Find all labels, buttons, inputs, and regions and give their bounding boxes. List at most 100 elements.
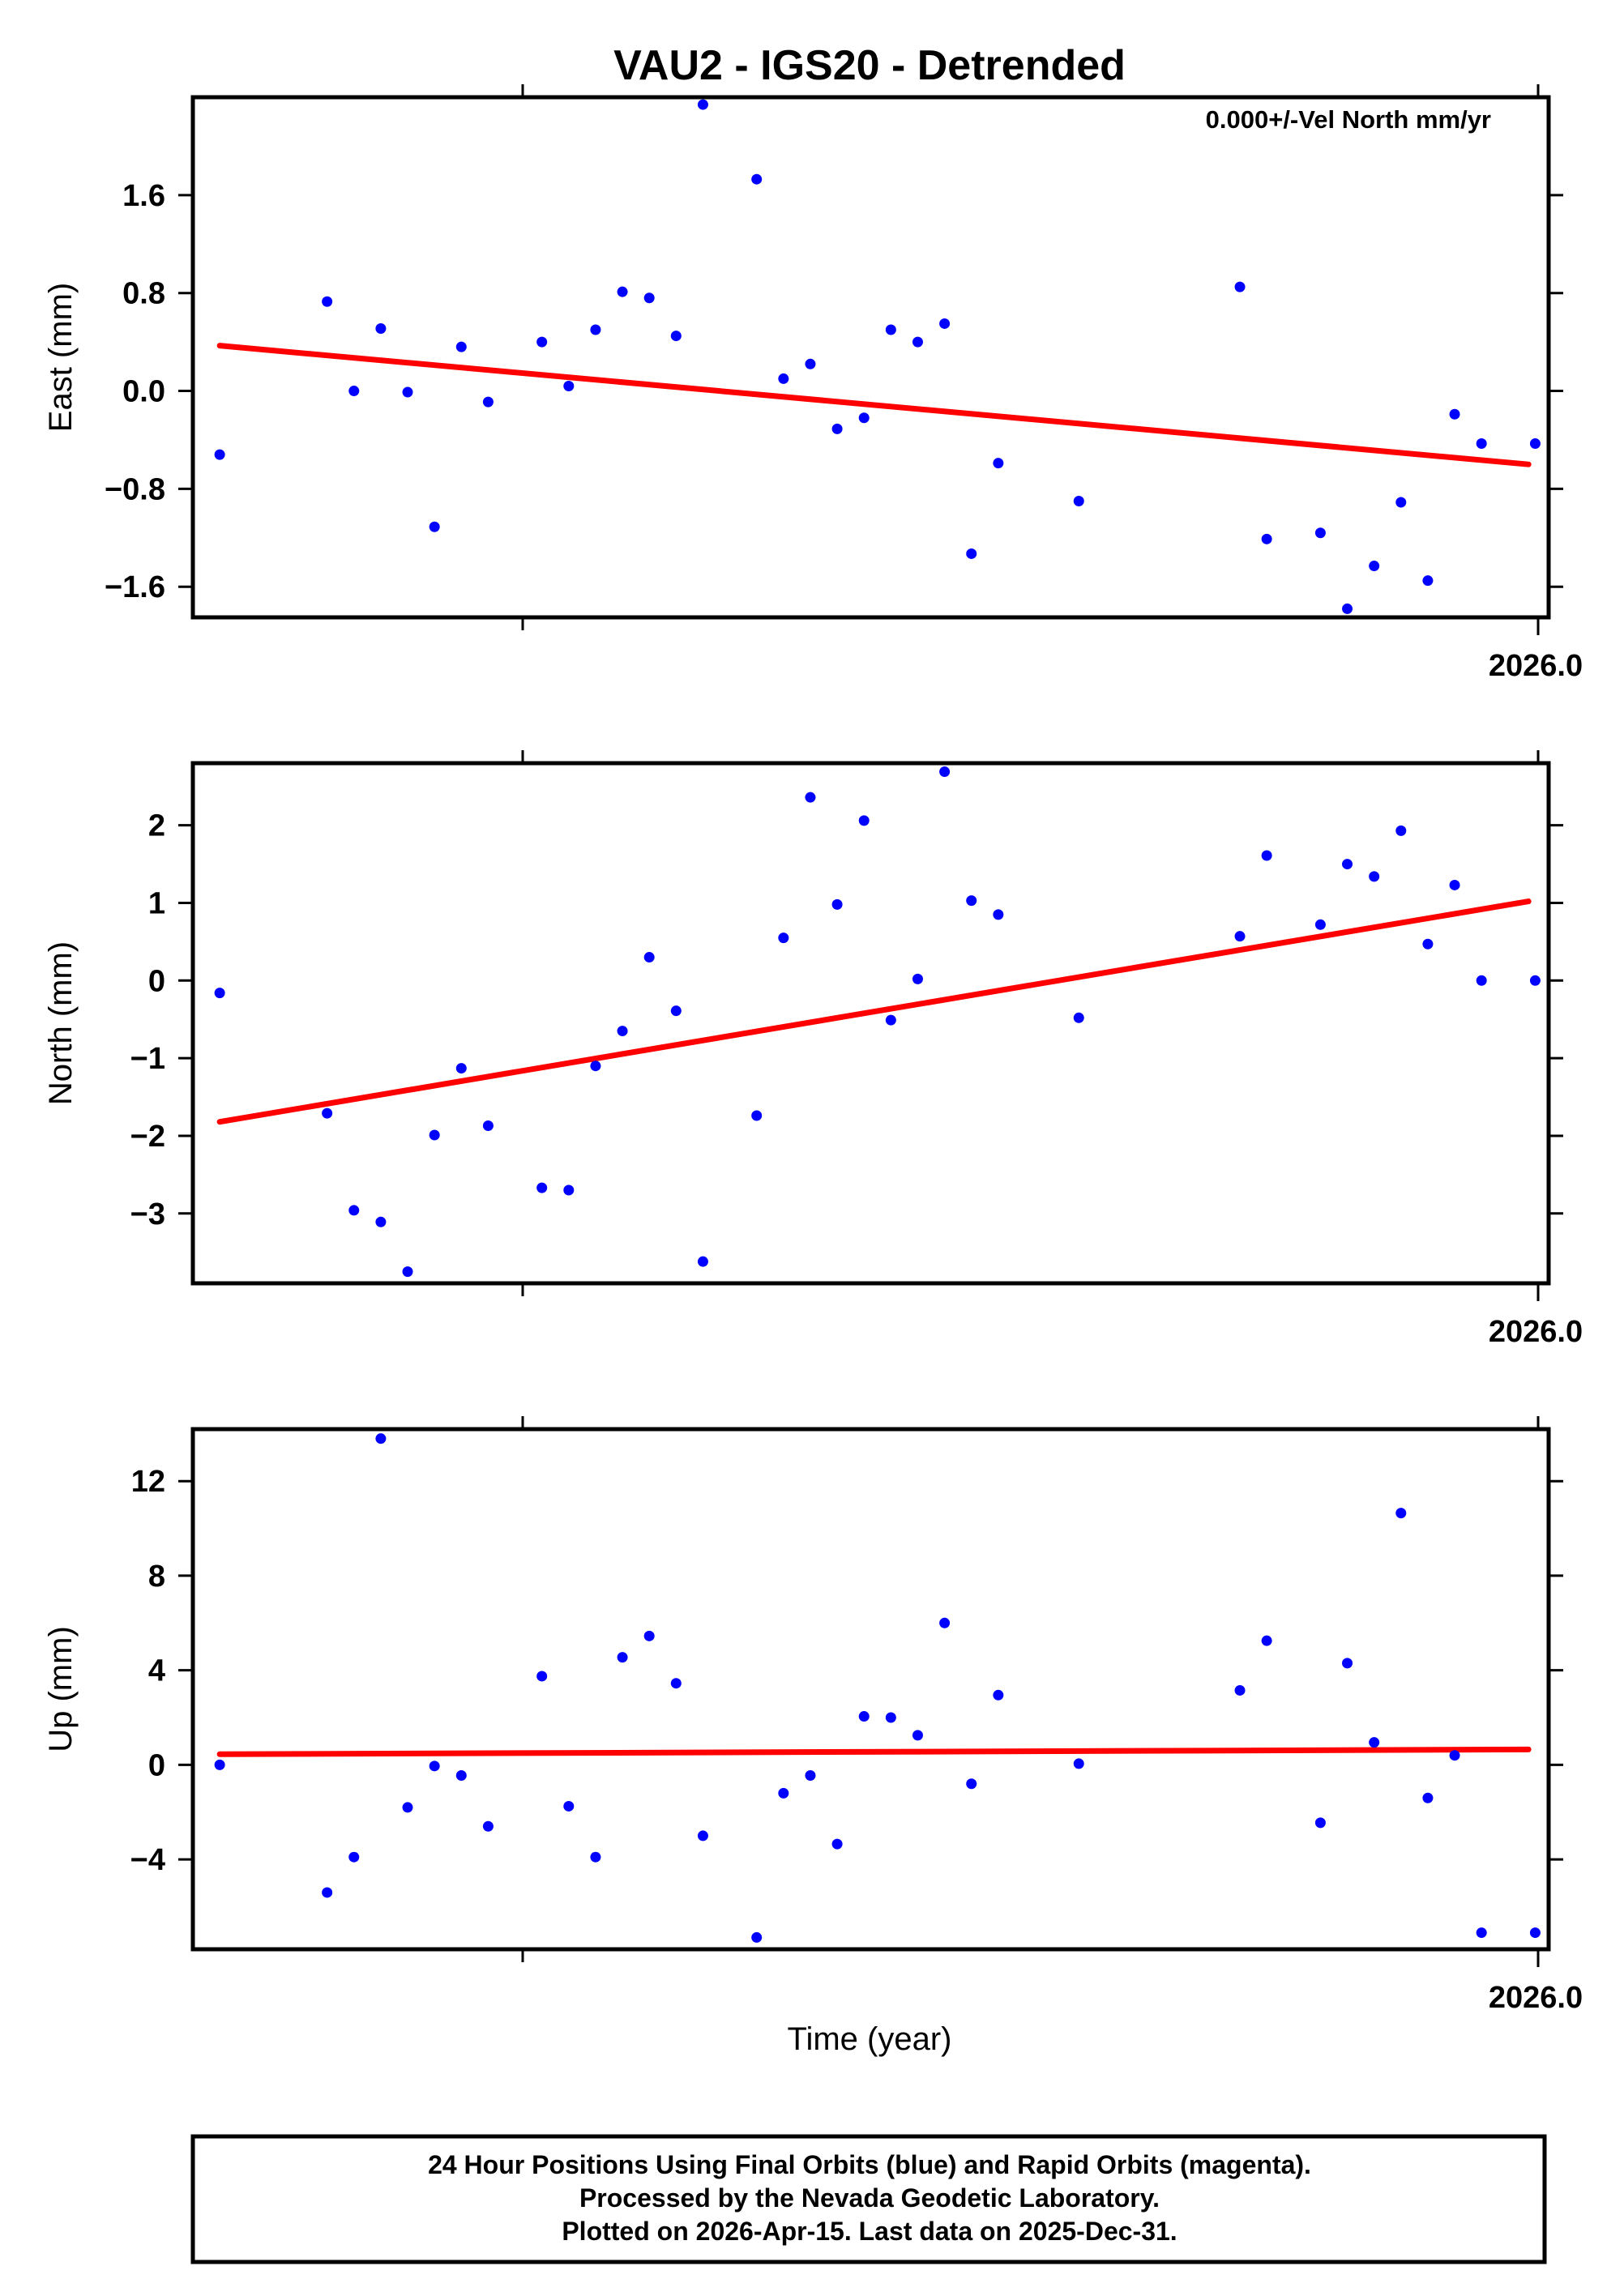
up-data-point — [805, 1770, 816, 1782]
up-data-point — [1476, 1927, 1487, 1939]
east-data-point — [1314, 527, 1326, 539]
north-data-point — [1261, 850, 1272, 861]
footer-line-3: Plotted on 2026-Apr-15. Last data on 202… — [562, 2217, 1177, 2246]
north-data-point — [1314, 919, 1326, 930]
east-data-point — [348, 386, 360, 397]
footer-line-2: Processed by the Nevada Geodetic Laborat… — [579, 2183, 1160, 2213]
north-data-point — [643, 952, 655, 963]
up-data-point — [375, 1433, 387, 1445]
up-data-point — [1234, 1684, 1246, 1696]
north-data-point — [348, 1205, 360, 1216]
east-year-label: 2026.0 — [1489, 649, 1583, 683]
north-data-point — [939, 766, 951, 778]
up-frame — [190, 1427, 1551, 1952]
x-axis-label: Time (year) — [788, 2021, 952, 2057]
north-data-point — [966, 895, 977, 907]
east-data-point — [1449, 408, 1460, 420]
north-data-point — [858, 815, 870, 826]
east-data-point — [858, 412, 870, 424]
east-data-point — [322, 296, 333, 307]
north-data-point — [1342, 859, 1353, 870]
east-data-point — [831, 423, 843, 434]
up-data-point — [912, 1730, 923, 1741]
east-data-point — [1395, 497, 1407, 508]
north-data-point — [375, 1216, 387, 1227]
north-data-point — [778, 932, 789, 944]
north-frame — [190, 761, 1551, 1286]
east-data-point — [805, 358, 816, 369]
north-data-point — [912, 973, 923, 984]
east-data-point — [1529, 437, 1541, 449]
up-data-point — [402, 1802, 413, 1813]
up-year-label: 2026.0 — [1489, 1981, 1583, 2015]
east-data-point — [697, 99, 708, 110]
north-data-point — [805, 792, 816, 803]
north-data-point — [1369, 871, 1380, 882]
north-ytick-label: 1 — [148, 886, 165, 920]
east-data-point — [1234, 281, 1246, 292]
up-data-point — [482, 1820, 494, 1832]
north-data-point — [1234, 931, 1246, 942]
up-data-point — [1073, 1758, 1084, 1769]
up-data-point — [751, 1931, 763, 1943]
east-data-point — [1073, 495, 1084, 506]
up-ytick-label: 0 — [148, 1748, 165, 1782]
up-data-point — [1314, 1817, 1326, 1829]
north-ytick-label: 2 — [148, 809, 165, 843]
north-trend-line — [216, 898, 1532, 1125]
east-ytick-label: −0.8 — [105, 472, 165, 506]
north-data-point — [482, 1120, 494, 1131]
up-data-point — [885, 1712, 896, 1723]
north-panel: 2 1 0 −1 −2 −3 2026.0 North (mm) — [43, 750, 1583, 1349]
north-data-point — [214, 988, 225, 999]
north-data-point — [1422, 938, 1434, 950]
east-data-point — [993, 458, 1004, 469]
east-ytick-label: 1.6 — [122, 179, 165, 213]
footer-line-1: 24 Hour Positions Using Final Orbits (bl… — [428, 2150, 1311, 2179]
up-data-point — [590, 1851, 601, 1863]
east-data-point — [778, 373, 789, 384]
up-data-point — [831, 1838, 843, 1850]
east-data-point — [455, 341, 467, 352]
north-data-point — [402, 1266, 413, 1278]
up-data-point — [536, 1671, 548, 1682]
north-data-point — [1529, 975, 1541, 986]
east-ytick-label: 0.8 — [122, 277, 165, 311]
up-ytick-label: 4 — [148, 1654, 165, 1688]
up-data-point — [1529, 1927, 1541, 1939]
up-data-point — [1342, 1658, 1353, 1669]
east-trend-line — [216, 343, 1532, 467]
up-ytick-label: −4 — [130, 1843, 165, 1877]
up-data-point — [697, 1830, 708, 1841]
east-ytick-label: 0.0 — [122, 375, 165, 409]
east-data-point — [966, 548, 977, 559]
up-data-point — [455, 1770, 467, 1782]
north-data-point — [670, 1005, 682, 1017]
east-data-point — [670, 331, 682, 342]
up-data-point — [214, 1759, 225, 1770]
north-data-point — [697, 1256, 708, 1267]
up-data-point — [617, 1652, 628, 1663]
north-data-point — [1395, 825, 1407, 836]
up-data-point — [1369, 1737, 1380, 1748]
north-ytick-label: 0 — [148, 964, 165, 998]
east-data-point — [1422, 575, 1434, 587]
north-data-point — [751, 1110, 763, 1121]
up-data-point — [563, 1800, 575, 1812]
east-data-point — [885, 324, 896, 335]
east-y-axis-label: East (mm) — [43, 283, 79, 432]
north-ytick-label: −3 — [130, 1197, 165, 1231]
north-data-point — [1073, 1012, 1084, 1023]
up-data-point — [1449, 1750, 1460, 1761]
north-data-point — [993, 909, 1004, 920]
up-data-point — [966, 1778, 977, 1790]
north-data-point — [1449, 879, 1460, 890]
north-data-point — [429, 1129, 440, 1141]
north-data-point — [590, 1061, 601, 1072]
east-data-point — [939, 318, 951, 329]
north-data-point — [322, 1107, 333, 1119]
east-data-point — [563, 380, 575, 391]
east-data-point — [751, 173, 763, 185]
up-data-point — [322, 1887, 333, 1898]
north-data-point — [536, 1182, 548, 1193]
